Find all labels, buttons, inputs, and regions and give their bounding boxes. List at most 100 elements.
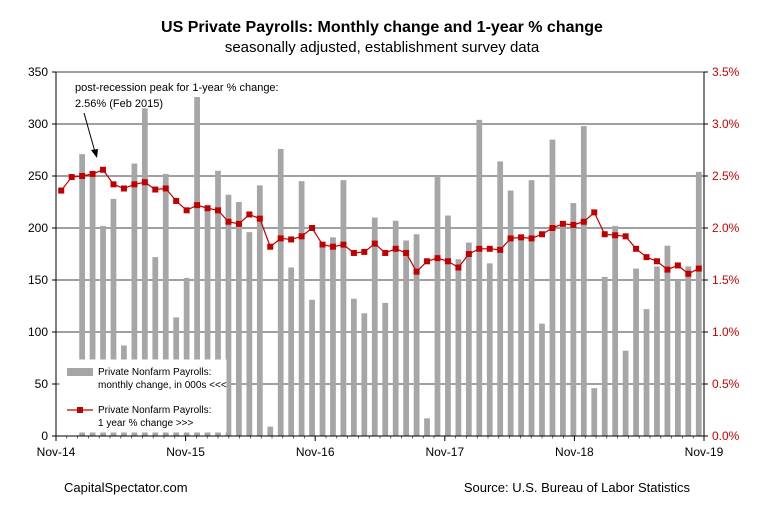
legend: Private Nonfarm Payrolls: monthly change… (59, 359, 227, 433)
line-marker (340, 241, 347, 248)
line-marker (622, 233, 629, 240)
line-marker (664, 266, 671, 273)
line-marker (204, 205, 211, 212)
line-marker (465, 251, 472, 257)
chart-subtitle: seasonally adjusted, establishment surve… (225, 39, 540, 56)
legend-label-bar-1: Private Nonfarm Payrolls: (98, 367, 211, 378)
bar (497, 161, 504, 436)
line-marker (580, 218, 587, 225)
bar (392, 220, 399, 436)
line-marker (173, 197, 180, 204)
line-marker (653, 258, 660, 265)
x-tick-label: Nov-15 (166, 445, 205, 459)
bar (131, 163, 138, 436)
line-marker (528, 235, 535, 242)
bar (643, 309, 650, 436)
line-marker (131, 181, 138, 188)
bar (674, 280, 681, 436)
line-marker (141, 179, 148, 186)
bar (246, 232, 253, 436)
line-marker (434, 255, 441, 262)
left-tick-label: 300 (28, 117, 48, 131)
right-tick-label: 2.0% (712, 221, 740, 235)
bar (601, 276, 608, 436)
x-axis-ticks: Nov-14 Nov-15 Nov-16 Nov-17 Nov-18 Nov-19 (37, 436, 724, 459)
line-marker (403, 249, 410, 256)
bar (256, 185, 263, 436)
x-tick-label: Nov-19 (685, 445, 724, 459)
bar (654, 266, 660, 436)
line-marker (329, 243, 336, 250)
bar (79, 154, 86, 436)
line-marker (58, 187, 65, 194)
footer-right: Source: U.S. Bureau of Labor Statistics (464, 480, 691, 495)
bar (539, 323, 545, 436)
annotation-arrow-shaft (83, 112, 96, 153)
legend-label-line-1: Private Nonfarm Payrolls: (98, 405, 211, 416)
bar (89, 171, 96, 436)
bar (476, 119, 483, 436)
left-tick-label: 350 (28, 65, 48, 79)
legend-label-line-2: 1 year % change >>> (98, 418, 194, 429)
line-marker (497, 246, 504, 253)
right-tick-label: 0.0% (712, 429, 740, 443)
left-axis-ticks: 0 50 100 150 200 250 300 350 (28, 65, 56, 443)
bar (695, 171, 702, 436)
line-marker (350, 249, 357, 256)
bar (152, 257, 159, 436)
bar (507, 190, 514, 436)
bar (664, 245, 671, 436)
line-marker (549, 225, 556, 231)
line-marker (194, 202, 201, 209)
bar (465, 242, 472, 436)
line-marker (486, 245, 493, 252)
line-marker (476, 245, 483, 252)
line-marker (225, 218, 232, 225)
bar (215, 170, 221, 437)
annotation-line-2: 2.56% (Feb 2015) (75, 98, 163, 110)
footer-left: CapitalSpectator.com (64, 480, 188, 495)
left-tick-label: 0 (41, 429, 48, 443)
line-marker (298, 233, 305, 240)
line-marker (392, 245, 399, 252)
line-marker (246, 211, 253, 218)
line-marker (235, 220, 242, 227)
line-marker (591, 209, 598, 216)
line-marker (539, 231, 545, 238)
bar (225, 194, 232, 436)
line-marker (685, 270, 692, 277)
line-marker (361, 248, 368, 255)
bar (162, 173, 169, 437)
right-tick-label: 2.5% (712, 169, 740, 183)
line-marker (152, 186, 159, 193)
line-marker (319, 241, 326, 248)
left-tick-label: 250 (28, 169, 48, 183)
line-marker (518, 234, 525, 241)
bar (183, 277, 190, 436)
bar (403, 240, 410, 436)
x-tick-label: Nov-16 (296, 445, 335, 459)
line-marker (382, 249, 389, 256)
line-marker (424, 258, 431, 265)
bar (382, 302, 389, 436)
bar (591, 388, 598, 436)
line-marker (215, 207, 221, 214)
line-marker (89, 170, 96, 177)
left-tick-label: 50 (35, 377, 49, 391)
bar (288, 267, 295, 436)
line-marker (674, 262, 681, 269)
bar (141, 108, 148, 437)
x-tick-label: Nov-17 (425, 445, 464, 459)
chart-title: US Private Payrolls: Monthly change and … (161, 19, 603, 36)
left-tick-label: 100 (28, 325, 48, 339)
line-marker (110, 181, 117, 188)
bar (110, 198, 117, 436)
bar (267, 426, 274, 436)
right-tick-label: 0.5% (712, 377, 740, 391)
line-marker (507, 235, 514, 242)
bar (361, 313, 368, 436)
bar (486, 263, 493, 436)
line-marker (643, 254, 650, 261)
bar (371, 217, 378, 436)
